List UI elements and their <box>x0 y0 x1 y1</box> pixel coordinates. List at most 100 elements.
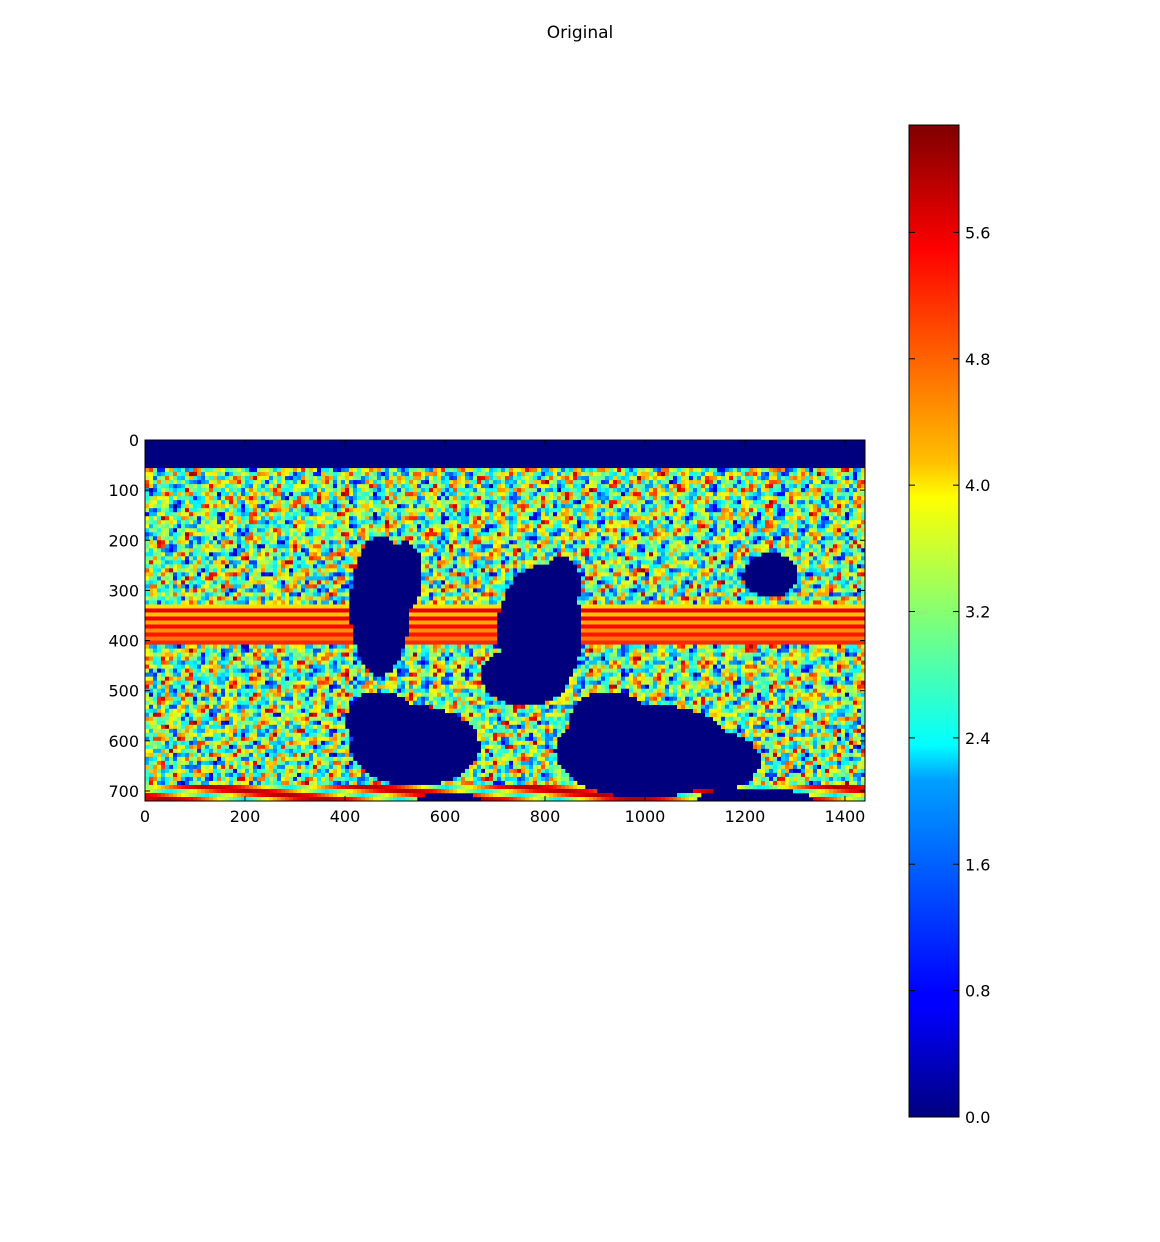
heatmap-cell <box>793 516 798 521</box>
heatmap-cell <box>681 468 686 473</box>
heatmap-cell <box>421 540 426 545</box>
heatmap-cell <box>433 572 438 577</box>
heatmap-cell <box>265 560 270 565</box>
heatmap-cell <box>309 584 314 589</box>
heatmap-cell <box>181 552 186 557</box>
heatmap-cell <box>797 480 802 485</box>
heatmap-cell <box>633 528 638 533</box>
heatmap-cell <box>249 484 254 489</box>
heatmap-cell <box>617 504 622 509</box>
heatmap-cell <box>785 488 790 493</box>
heatmap-cell <box>149 496 154 501</box>
heatmap-cell <box>813 512 818 517</box>
heatmap-cell <box>809 512 814 517</box>
heatmap-cell <box>289 504 294 509</box>
heatmap-cell <box>221 572 226 577</box>
heatmap-cell <box>605 484 610 489</box>
heatmap-cell <box>749 528 754 533</box>
heatmap-cell <box>833 520 838 525</box>
heatmap-cell <box>361 484 366 489</box>
heatmap-cell <box>305 516 310 521</box>
heatmap-cell <box>269 528 274 533</box>
heatmap-cell <box>173 468 178 473</box>
heatmap-cell <box>401 472 406 477</box>
heatmap-cell <box>585 516 590 521</box>
heatmap-cell <box>589 572 594 577</box>
heatmap-cell <box>437 556 442 561</box>
heatmap-cell <box>345 560 350 565</box>
heatmap-cell <box>769 468 774 473</box>
heatmap-cell <box>145 508 150 513</box>
heatmap-cell <box>453 552 458 557</box>
heatmap-cell <box>653 508 658 513</box>
heatmap-cell <box>333 540 338 545</box>
heatmap-cell <box>317 516 322 521</box>
heatmap-cell <box>437 528 442 533</box>
heatmap-cell <box>505 540 510 545</box>
heatmap-cell <box>473 560 478 565</box>
heatmap-cell <box>205 516 210 521</box>
heatmap-cell <box>653 564 658 569</box>
heatmap-cell <box>841 516 846 521</box>
heatmap-cell <box>649 536 654 541</box>
heatmap-cell <box>225 552 230 557</box>
heatmap-cell <box>581 564 586 569</box>
heatmap-cell <box>513 524 518 529</box>
heatmap-cell <box>469 492 474 497</box>
heatmap-cell <box>345 536 350 541</box>
heatmap-cell <box>453 520 458 525</box>
heatmap-cell <box>597 468 602 473</box>
heatmap-cell <box>249 508 254 513</box>
heatmap-cell <box>753 524 758 529</box>
heatmap-cell <box>593 484 598 489</box>
heatmap-cell <box>309 500 314 505</box>
heatmap-cell <box>461 536 466 541</box>
heatmap-cell <box>625 516 630 521</box>
heatmap-cell <box>577 472 582 477</box>
heatmap-cell <box>721 520 726 525</box>
heatmap-cell <box>341 580 346 585</box>
heatmap-cell <box>677 492 682 497</box>
heatmap-cell <box>777 492 782 497</box>
heatmap-cell <box>681 488 686 493</box>
heatmap-cell <box>705 532 710 537</box>
heatmap-cell <box>185 560 190 565</box>
heatmap-cell <box>669 556 674 561</box>
heatmap-cell <box>321 516 326 521</box>
heatmap-cell <box>497 492 502 497</box>
heatmap-cell <box>229 520 234 525</box>
heatmap-cell <box>617 492 622 497</box>
heatmap-cell <box>273 576 278 581</box>
heatmap-cell <box>669 532 674 537</box>
heatmap-cell <box>641 468 646 473</box>
heatmap-cell <box>597 504 602 509</box>
heatmap-cell <box>341 468 346 473</box>
heatmap-cell <box>301 528 306 533</box>
heatmap-cell <box>225 572 230 577</box>
heatmap-cell <box>737 476 742 481</box>
heatmap-cell <box>213 568 218 573</box>
heatmap-cell <box>357 516 362 521</box>
heatmap-cell <box>705 472 710 477</box>
heatmap-cell <box>577 512 582 517</box>
heatmap-cell <box>853 560 858 565</box>
heatmap-cell <box>853 540 858 545</box>
heatmap-cell <box>305 512 310 517</box>
heatmap-cell <box>449 544 454 549</box>
heatmap-cell <box>513 552 518 557</box>
heatmap-cell <box>701 468 706 473</box>
heatmap-cell <box>613 576 618 581</box>
heatmap-cell <box>781 528 786 533</box>
heatmap-cell <box>481 480 486 485</box>
heatmap-cell <box>233 484 238 489</box>
heatmap-cell <box>265 532 270 537</box>
heatmap-cell <box>285 580 290 585</box>
heatmap-cell <box>241 468 246 473</box>
heatmap-cell <box>253 568 258 573</box>
heatmap-cell <box>617 520 622 525</box>
heatmap-cell <box>257 528 262 533</box>
heatmap-cell <box>721 556 726 561</box>
heatmap-cell <box>729 540 734 545</box>
heatmap-cell <box>501 500 506 505</box>
heatmap-cell <box>673 532 678 537</box>
